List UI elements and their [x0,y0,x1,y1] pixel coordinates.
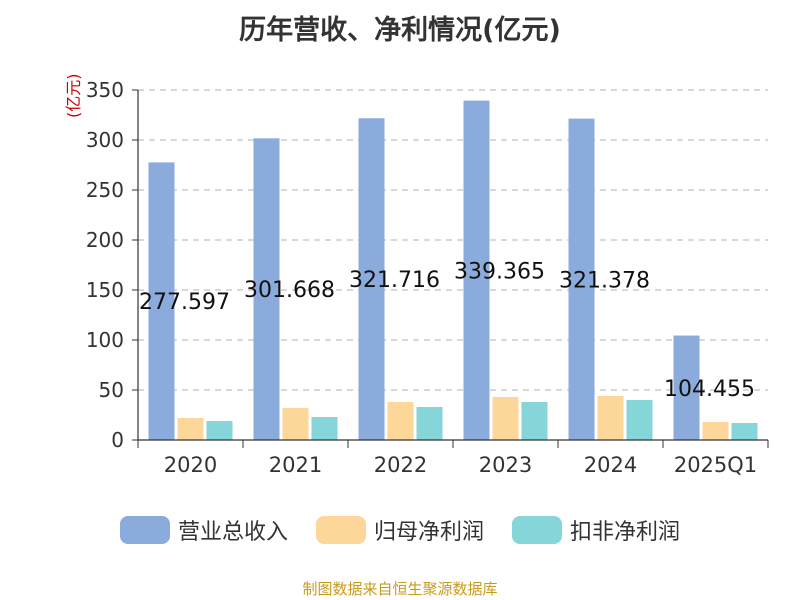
bar-0-0[interactable] [148,162,175,440]
legend-swatch-net-profit [315,516,366,544]
y-axis-ticks: 0 50 100 150 200 250 300 350 [86,78,138,452]
x-tick-label: 2023 [479,453,532,477]
bars [148,100,758,440]
bar-0-1[interactable] [253,138,280,440]
grid-lines [138,89,768,391]
bar-2-3[interactable] [521,402,548,440]
y-tick-label: 150 [86,278,124,302]
data-label: 301.668 [244,278,335,303]
y-tick-label: 200 [86,228,124,252]
bar-2-0[interactable] [206,421,233,440]
legend-label-deducted-net-profit: 扣非净利润 [570,520,681,545]
bar-0-2[interactable] [358,118,385,440]
bar-2-4[interactable] [626,400,653,440]
bar-2-5[interactable] [731,423,758,440]
y-tick-label: 100 [86,328,124,352]
x-tick-label: 2022 [374,453,427,477]
bar-0-4[interactable] [568,118,595,440]
legend-label-net-profit: 归母净利润 [373,520,484,545]
x-tick-label: 2025Q1 [674,453,757,477]
data-source-footer: 制图数据来自恒生聚源数据库 [302,580,498,598]
y-tick-label: 250 [86,178,124,202]
bar-1-1[interactable] [282,408,309,440]
bar-2-1[interactable] [311,417,338,440]
data-label: 321.716 [349,268,440,293]
legend-item-deducted-net-profit[interactable]: 扣非净利润 [512,514,680,546]
data-label: 339.365 [454,259,545,284]
data-labels: 277.597 301.668 321.716 339.365 321.378 104.4… [139,259,755,401]
bar-1-4[interactable] [597,396,624,440]
legend-item-revenue[interactable]: 营业总收入 [119,514,288,546]
legend-item-net-profit[interactable]: 归母净利润 [315,514,484,546]
y-tick-label: 350 [86,78,124,102]
data-label: 277.597 [139,290,230,315]
legend-swatch-deducted-net-profit [512,516,562,544]
legend: 营业总收入 归母净利润 扣非净利润 [0,514,800,546]
legend-swatch-revenue [119,516,170,544]
bar-2-2[interactable] [416,407,443,440]
y-tick-label: 300 [86,128,124,152]
x-tick-label: 2020 [164,453,217,477]
x-tick-label: 2024 [584,453,637,477]
x-tick-label: 2021 [269,453,322,477]
bar-0-3[interactable] [463,100,490,440]
bar-1-5[interactable] [702,422,729,440]
bar-1-0[interactable] [177,418,204,440]
x-axis-ticks: 2020 2021 2022 2023 2024 2025Q1 [137,440,769,477]
y-tick-label: 50 [99,378,124,402]
chart-title: 历年营收、净利情况(亿元) [239,15,561,46]
data-label: 321.378 [559,268,650,293]
legend-label-revenue: 营业总收入 [177,520,288,545]
bar-0-5[interactable] [673,335,700,440]
data-label: 104.455 [664,377,755,402]
y-tick-label: 0 [111,428,124,452]
bar-1-2[interactable] [387,402,414,440]
bar-1-3[interactable] [492,397,519,440]
